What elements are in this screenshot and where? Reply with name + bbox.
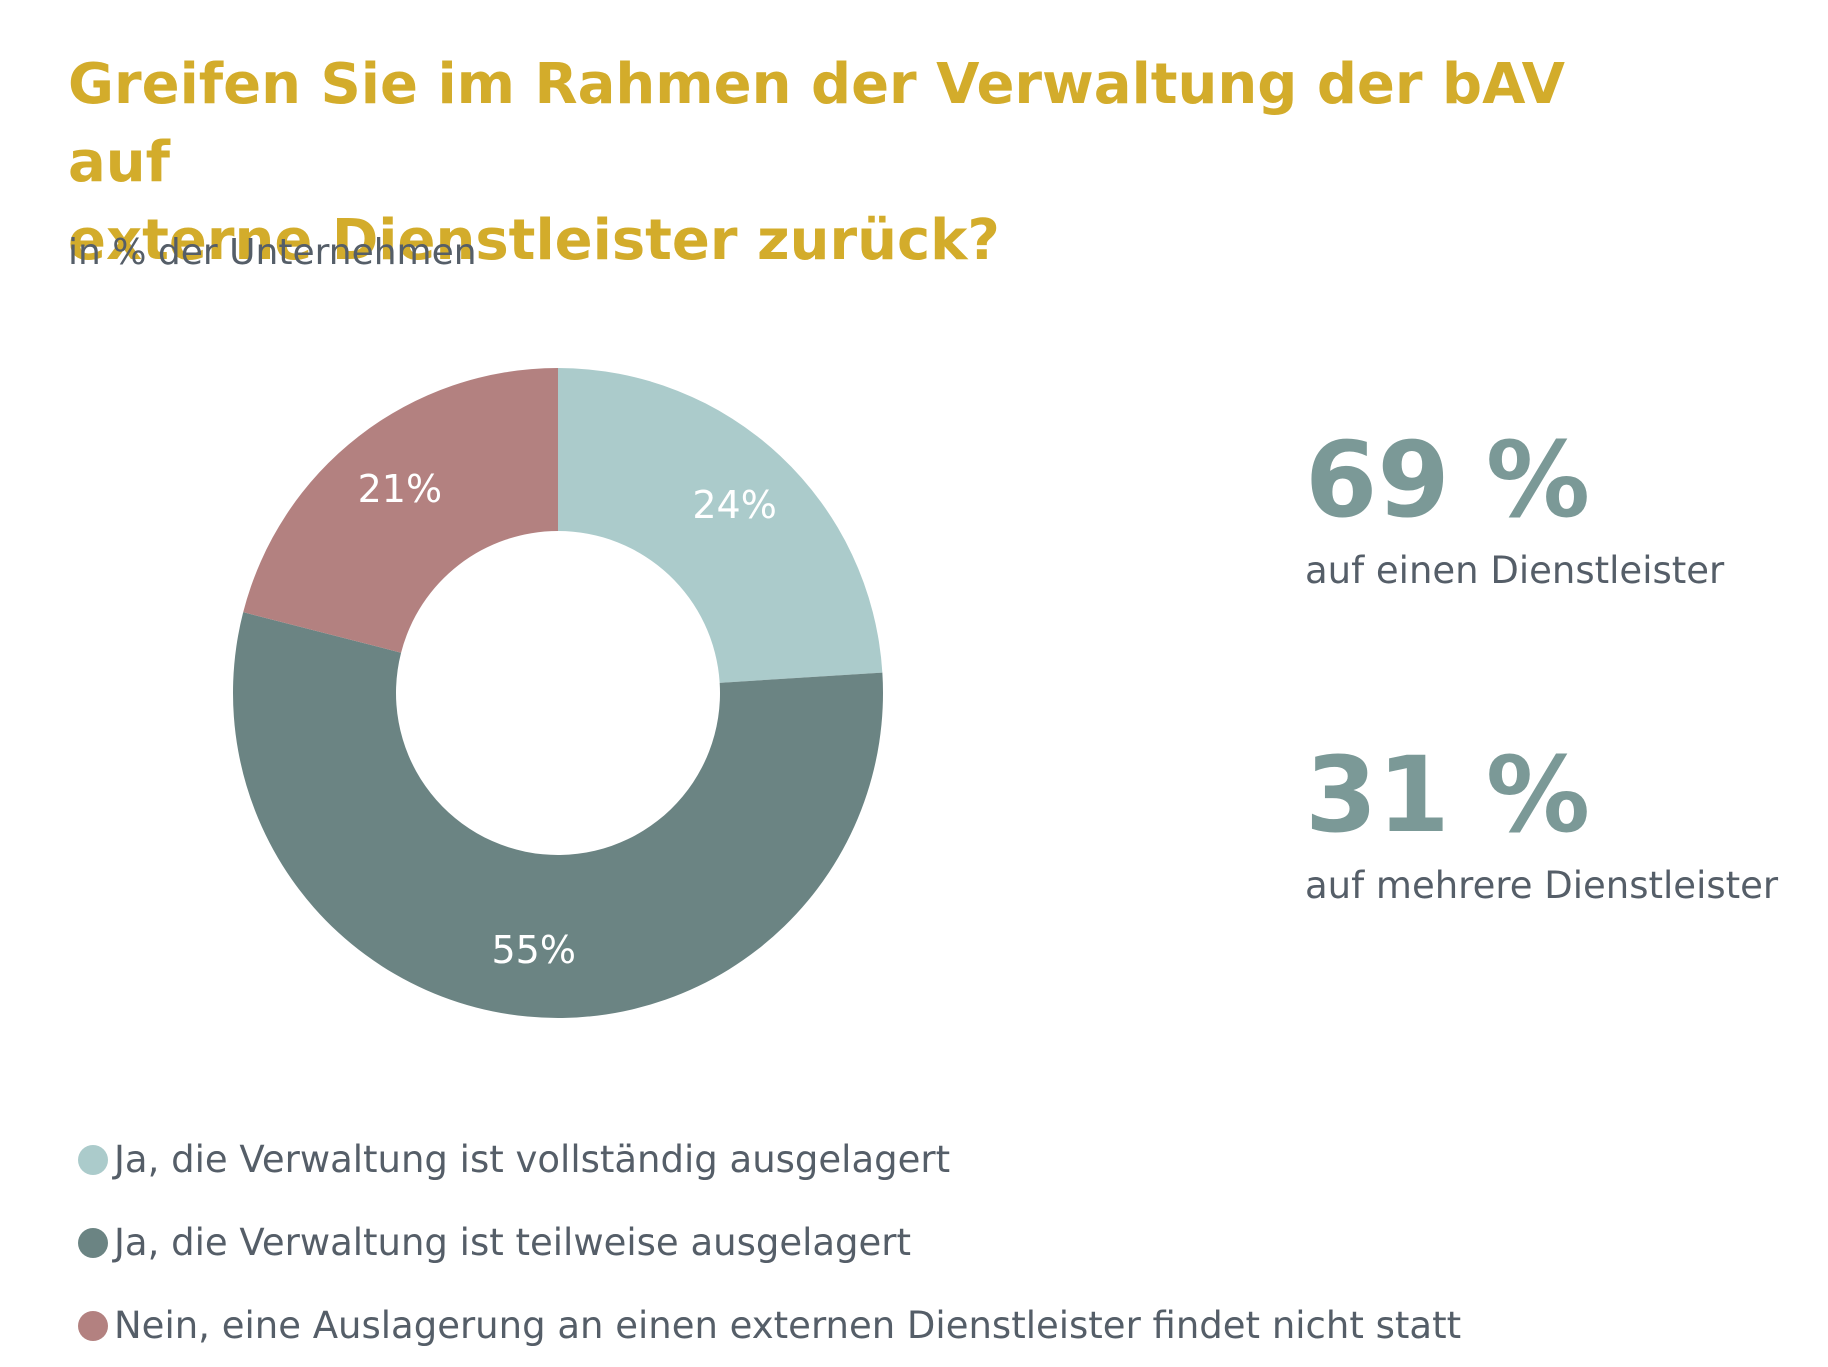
slice-partially-outsourced [232, 612, 883, 1018]
chart-title: Greifen Sie im Rahmen der Verwaltung der… [68, 52, 1565, 273]
slice-data-label: 21% [358, 467, 442, 511]
legend-label: Ja, die Verwaltung ist teilweise ausgela… [114, 1221, 912, 1264]
legend-item-fully-outsourced: Ja, die Verwaltung ist vollständig ausge… [78, 1118, 1461, 1201]
callout-value: 31 % [1305, 734, 1591, 856]
callout-single-provider: 69 % auf einen Dienstleister [1305, 425, 1724, 592]
callout-caption: auf mehrere Dienstleister [1305, 864, 1779, 907]
legend-swatch [78, 1144, 108, 1175]
slice-data-label: 24% [692, 483, 776, 527]
chart-legend: Ja, die Verwaltung ist vollständig ausge… [78, 1118, 1461, 1367]
legend-label: Nein, eine Auslagerung an einen externen… [114, 1304, 1462, 1347]
slice-not-outsourced [243, 368, 558, 653]
slice-data-label: 55% [491, 928, 575, 972]
slice-fully-outsourced [558, 368, 883, 683]
donut-chart: 24% 55% 21% [232, 368, 883, 1018]
callout-multiple-providers: 31 % auf mehrere Dienstleister [1305, 740, 1778, 907]
legend-swatch [78, 1227, 108, 1258]
callout-caption: auf einen Dienstleister [1305, 549, 1725, 592]
legend-label: Ja, die Verwaltung ist vollständig ausge… [114, 1138, 951, 1181]
legend-swatch [78, 1310, 108, 1341]
callout-value: 69 % [1305, 419, 1591, 541]
legend-item-not-outsourced: Nein, eine Auslagerung an einen externen… [78, 1284, 1461, 1367]
chart-subtitle: in % der Unternehmen [68, 232, 477, 273]
legend-item-partially-outsourced: Ja, die Verwaltung ist teilweise ausgela… [78, 1201, 1461, 1284]
